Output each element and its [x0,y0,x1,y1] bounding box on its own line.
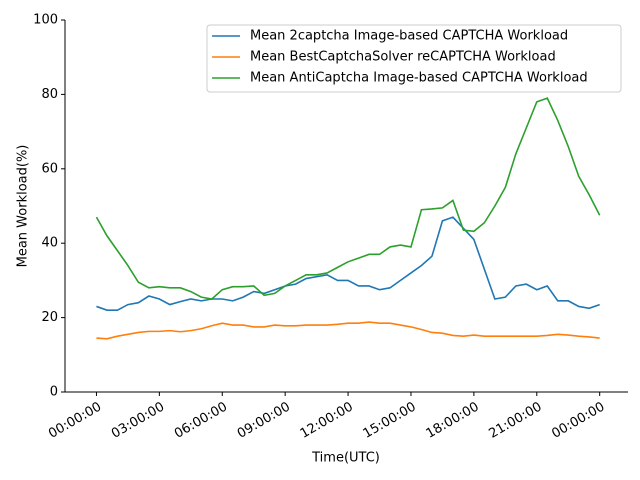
y-tick-label: 0 [50,385,58,400]
legend-box [206,24,622,93]
x-tick-label: 15:00:00 [361,400,419,442]
x-tick-label: 09:00:00 [235,400,293,442]
x-tick-label: 03:00:00 [109,400,167,442]
legend-label: Mean 2captcha Image-based CAPTCHA Worklo… [250,29,568,44]
x-tick-label: 12:00:00 [298,400,356,442]
y-tick-label: 60 [41,161,58,176]
legend-label: Mean BestCaptchaSolver reCAPTCHA Workloa… [250,50,556,65]
legend-label: Mean AntiCaptcha Image-based CAPTCHA Wor… [250,71,588,86]
y-tick-label: 20 [41,310,58,325]
x-axis-label: Time(UTC) [311,451,380,466]
y-tick-label: 100 [33,13,58,28]
data-line [95,97,601,300]
x-tick-label: 06:00:00 [172,400,230,442]
x-tick-label: 18:00:00 [424,400,482,442]
y-tick-label: 80 [41,87,58,102]
x-tick-label: 00:00:00 [46,400,104,442]
data-line [96,321,600,340]
x-tick-label: 00:00:00 [549,400,607,442]
y-tick-label: 40 [41,236,58,251]
x-tick-label: 21:00:00 [486,400,544,442]
data-line [96,216,600,311]
y-axis-label: Mean Workload(%) [16,145,31,268]
